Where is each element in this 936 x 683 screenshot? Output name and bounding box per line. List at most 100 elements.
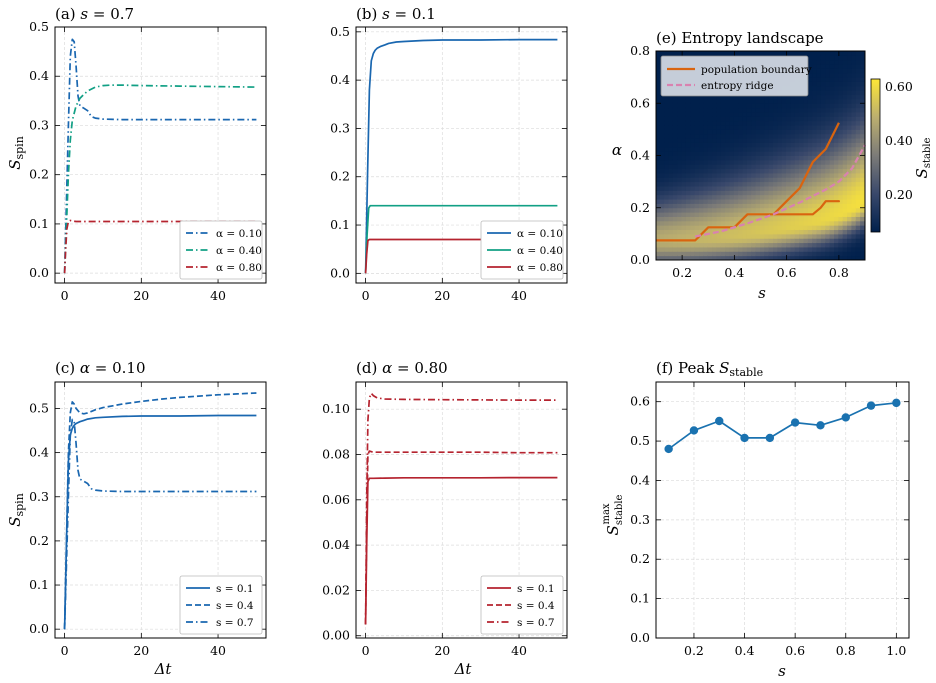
heatmap-cell: [729, 233, 735, 239]
heatmap-cell: [746, 237, 753, 244]
heatmap-cell: [681, 194, 687, 200]
heatmap-cell: [825, 51, 831, 56]
heatmap-cell: [764, 128, 770, 135]
heatmap-cell: [685, 159, 692, 165]
heatmap-cell: [834, 176, 840, 183]
heatmap-cell: [786, 163, 792, 170]
heatmap-cell: [799, 233, 805, 239]
heatmap-cell: [829, 250, 836, 257]
heatmap-cell: [668, 176, 674, 183]
heatmap-cell: [690, 120, 696, 126]
heatmap-cell: [694, 185, 701, 191]
heatmap-cell: [842, 98, 849, 104]
heatmap-cell: [794, 176, 801, 183]
heatmap-cell: [664, 168, 670, 174]
heatmap-cell: [681, 215, 687, 222]
heatmap-cell: [699, 198, 705, 204]
heatmap-cell: [838, 163, 844, 170]
heatmap-cell: [764, 107, 770, 113]
heatmap-cell: [760, 168, 766, 174]
heatmap-cell: [825, 63, 831, 69]
heatmap-cell: [773, 194, 779, 200]
heatmap-cell: [720, 163, 727, 170]
heatmap-cell: [829, 185, 836, 191]
heatmap-cell: [707, 120, 714, 126]
heatmap-cell: [807, 246, 814, 252]
heatmap-cell: [773, 115, 779, 122]
heatmap-cell: [829, 255, 836, 260]
heatmap-cell: [703, 207, 709, 213]
heatmap-cell: [799, 255, 805, 260]
heatmap-cell: [681, 155, 687, 161]
heatmap-cell: [725, 185, 731, 191]
heatmap-cell: [664, 176, 670, 183]
heatmap-cell: [834, 72, 840, 78]
heatmap-cell: [712, 141, 718, 148]
heatmap-cell: [838, 202, 844, 209]
heatmap-cell: [729, 215, 735, 222]
heatmap-cell: [742, 242, 748, 248]
x-tick-label: 40: [511, 643, 527, 658]
heatmap-cell: [755, 146, 761, 152]
heatmap-cell: [746, 181, 753, 187]
heatmap-cell: [668, 115, 674, 122]
heatmap-cell: [656, 76, 661, 82]
heatmap-cell: [781, 120, 788, 126]
heatmap-cell: [733, 98, 740, 104]
heatmap-cell: [768, 233, 775, 239]
heatmap-cell: [668, 120, 674, 126]
heatmap-cell: [760, 155, 766, 161]
heatmap-cell: [764, 137, 770, 143]
heatmap-cell: [672, 146, 679, 152]
heatmap-cell: [855, 128, 862, 135]
chart-a: 0 20 400.00.10.20.30.40.5α = 0.10α = 0.40α…: [29, 19, 267, 303]
heatmap-cell: [807, 229, 814, 235]
heatmap-cell: [794, 128, 801, 135]
heatmap-cell: [738, 255, 744, 260]
heatmap-cell: [851, 172, 857, 178]
heatmap-cell: [668, 150, 674, 156]
heatmap-cell: [659, 51, 666, 56]
heatmap-cell: [703, 128, 709, 135]
heatmap-cell: [834, 98, 840, 104]
heatmap-cell: [707, 207, 714, 213]
heatmap-cell: [773, 155, 779, 161]
heatmap-cell: [838, 137, 844, 143]
heatmap-cell: [690, 207, 696, 213]
heatmap-cell: [790, 198, 796, 204]
heatmap-cell: [677, 198, 683, 204]
heatmap-cell: [677, 141, 683, 148]
heatmap-cell: [812, 89, 818, 96]
y-tick-label: 0.2: [630, 200, 650, 215]
heatmap-cell: [794, 141, 801, 148]
heatmap-cell: [855, 233, 862, 239]
heatmap-cell: [664, 211, 670, 217]
heatmap-cell: [656, 111, 661, 117]
heatmap-cell: [790, 189, 796, 196]
heatmap-cell: [729, 255, 735, 260]
heatmap-cell: [738, 229, 744, 235]
legend-box: [660, 55, 809, 97]
heatmap-cell: [703, 181, 709, 187]
heatmap-cell: [786, 220, 792, 226]
heatmap-cell: [681, 185, 687, 191]
heatmap-cell: [807, 250, 814, 257]
heatmap-cell: [860, 133, 865, 139]
heatmap-cell: [699, 98, 705, 104]
heatmap-cell: [794, 120, 801, 126]
heatmap-cell: [803, 137, 809, 143]
heatmap-cell: [720, 198, 727, 204]
heatmap-cell: [773, 128, 779, 135]
heatmap-cell: [664, 102, 670, 109]
heatmap-cell: [751, 107, 757, 113]
heatmap-cell: [842, 80, 849, 87]
heatmap-cell: [807, 189, 814, 196]
heatmap-cell: [729, 242, 735, 248]
heatmap-cell: [825, 102, 831, 109]
heatmap-cell: [656, 242, 661, 248]
heatmap-cell: [712, 198, 718, 204]
heatmap-cell: [820, 94, 827, 100]
heatmap-cell: [729, 237, 735, 244]
heatmap-cell: [842, 163, 849, 170]
heatmap-cell: [847, 76, 853, 82]
